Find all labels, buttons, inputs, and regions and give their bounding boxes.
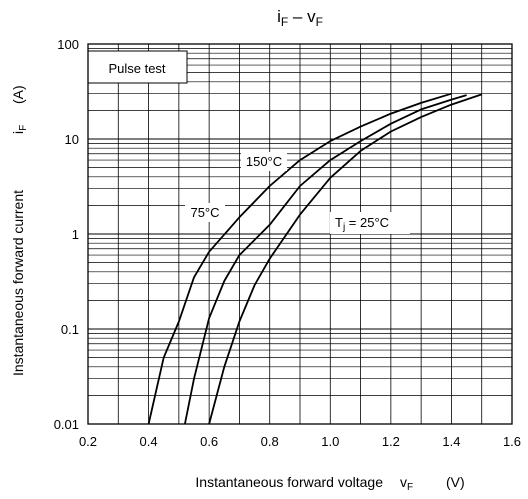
series-label-25c-text: Tj = 25°C (335, 215, 389, 233)
series-25c-line (208, 93, 482, 425)
y-axis-symbol-sub: F (18, 125, 29, 131)
y-tick-label: 10 (65, 132, 79, 147)
x-tick-label: 0.6 (200, 434, 218, 449)
series-label-75c-text: 75°C (190, 205, 219, 220)
y-axis-symbol-main: i (10, 131, 26, 134)
x-tick-label: 1.0 (321, 434, 339, 449)
series-label-75c: 75°C (185, 203, 225, 222)
title-sep: – v (288, 7, 316, 26)
y-tick-label: 0.1 (61, 322, 79, 337)
x-axis-title: Instantaneous forward voltage vF (V) (195, 474, 464, 493)
x-axis-symbol-sub: F (407, 482, 413, 493)
series-label-25c-rest: = 25°C (345, 215, 389, 230)
series-lines (147, 92, 482, 425)
x-tick-label: 1.2 (382, 434, 400, 449)
x-tick-label: 0.2 (79, 434, 97, 449)
legend-box-label: Pulse test (108, 61, 165, 76)
y-tick-label: 0.01 (54, 417, 79, 432)
series-label-25c-sub: j (342, 222, 345, 233)
y-axis-symbol: iF (10, 125, 29, 134)
title-sub2: F (316, 15, 323, 29)
series-label-25c-main: T (335, 215, 343, 230)
x-tick-label: 0.8 (261, 434, 279, 449)
x-tick-label: 1.4 (442, 434, 460, 449)
title-sub: F (281, 15, 288, 29)
series-label-25c: Tj = 25°C (330, 212, 410, 234)
x-tick-label: 0.4 (140, 434, 158, 449)
y-axis-label: Instantaneous forward current (10, 190, 26, 376)
x-axis-symbol: vF (400, 474, 413, 493)
title-main: i (277, 7, 281, 26)
series-label-150c-text: 150°C (246, 154, 282, 169)
x-axis-symbol-main: v (400, 474, 407, 490)
series-150c-line (147, 92, 452, 425)
x-tick-label: 1.6 (503, 434, 521, 449)
y-axis-title: Instantaneous forward current iF (A) (10, 85, 29, 376)
series-label-150c: 150°C (241, 152, 287, 171)
plot-frame (87, 43, 513, 425)
legend-box: Pulse test (87, 50, 188, 84)
x-axis-label: Instantaneous forward voltage (195, 474, 383, 490)
chart-title: iF – vF (277, 7, 323, 29)
y-axis-unit: (A) (10, 85, 26, 104)
x-axis-unit: (V) (446, 474, 465, 490)
tick-labels: 0.2 0.4 0.6 0.8 1.0 1.2 1.4 1.6 0.01 0.1 1 10 100 (54, 37, 521, 449)
y-tick-label: 100 (57, 37, 79, 52)
series-75c-line (184, 94, 467, 425)
y-tick-label: 1 (72, 227, 79, 242)
